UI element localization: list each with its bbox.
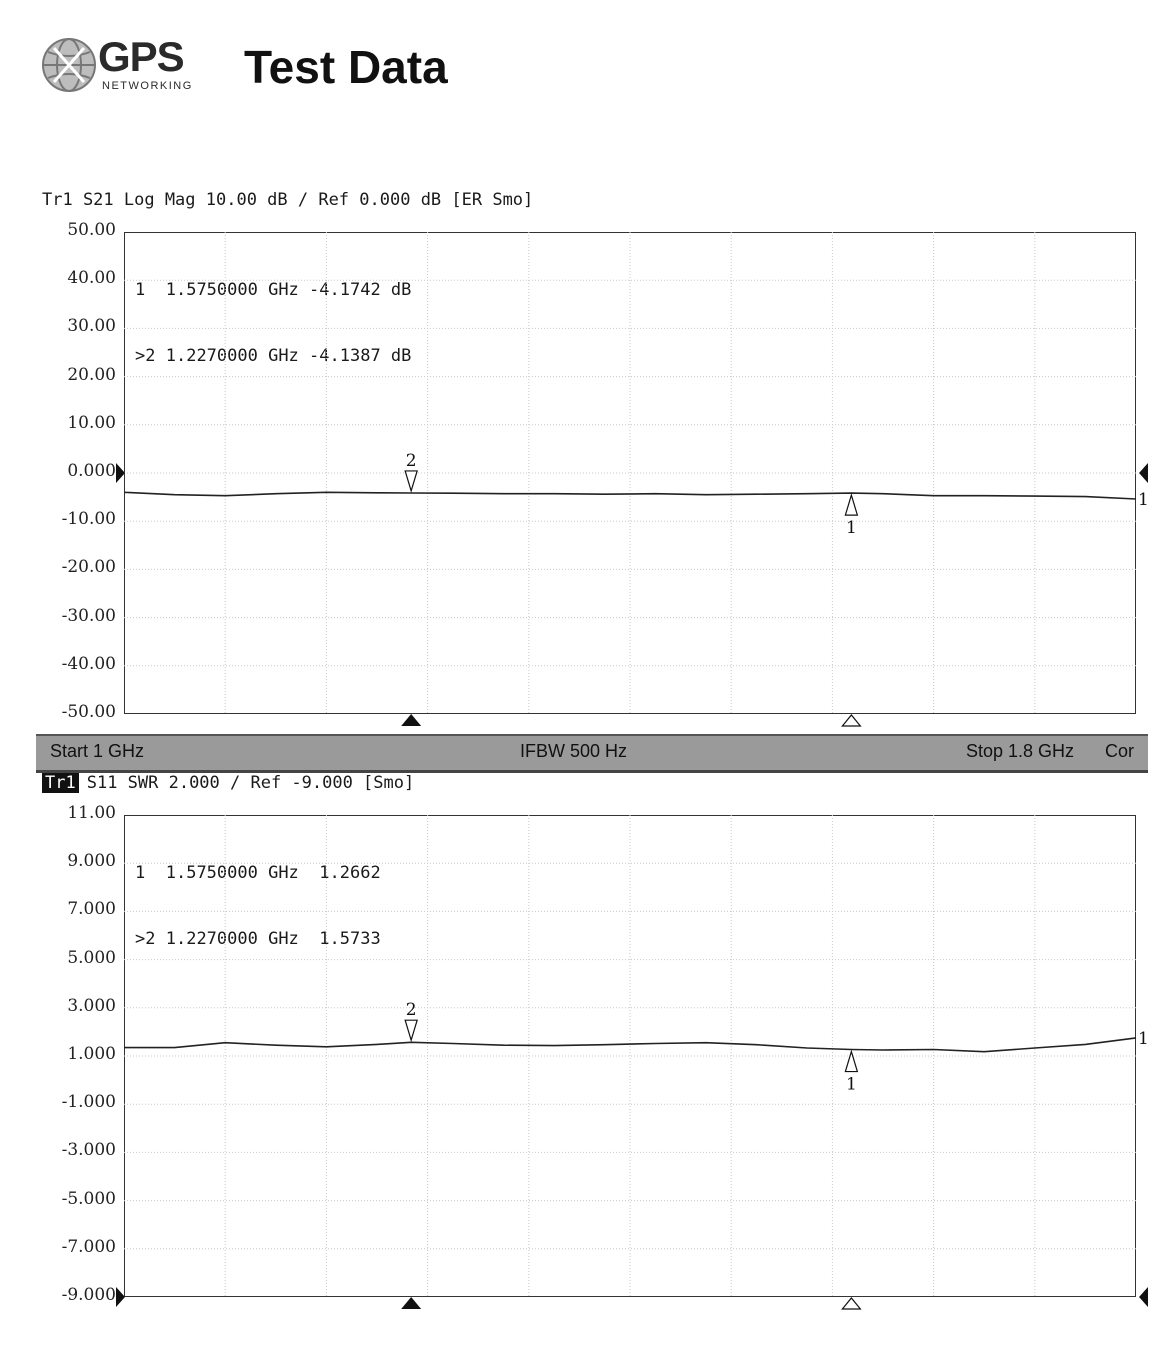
marker-2-triangle xyxy=(404,1019,418,1043)
y-tick-label: -50.00 xyxy=(61,702,116,722)
marker-row: >2 1.2270000 GHz 1.5733 xyxy=(135,928,381,950)
status-bar: Start 1 GHz IFBW 500 Hz Stop 1.8 GHz Cor xyxy=(36,734,1148,773)
correction-indicator: Cor xyxy=(1104,741,1134,761)
marker-row-value: -4.1387 dB xyxy=(309,346,412,366)
marker-row-freq: 1.5750000 GHz xyxy=(165,863,299,883)
marker-1-axis-pointer xyxy=(841,1297,862,1310)
trace-header-s11-text: S11 SWR 2.000 / Ref -9.000 [Smo] xyxy=(86,773,415,793)
marker-row-label: >2 xyxy=(135,346,156,366)
ref-level-right-arrow xyxy=(1139,1287,1148,1307)
marker-row-freq: 1.2270000 GHz xyxy=(165,929,299,949)
marker-row: 1 1.5750000 GHz 1.2662 xyxy=(135,862,381,884)
y-tick-label: 50.00 xyxy=(67,220,116,240)
trace-number-label: 1 xyxy=(1138,1029,1149,1049)
marker-row-label: 1 xyxy=(135,280,146,300)
marker-row-freq: 1.2270000 GHz xyxy=(165,346,299,366)
stop-frequency[interactable]: Stop 1.8 GHz xyxy=(965,741,1074,761)
marker-row: >2 1.2270000 GHz -4.1387 dB xyxy=(135,345,411,367)
y-tick-label: 10.00 xyxy=(67,412,116,433)
marker-1-triangle xyxy=(844,493,859,516)
ref-level-left-arrow xyxy=(116,1287,125,1307)
marker-2-triangle xyxy=(404,470,418,494)
globe-icon xyxy=(42,38,96,92)
plot-area-s11: 1 1.5750000 GHz 1.2662 >2 1.2270000 GHz … xyxy=(124,815,1136,1297)
marker-2-label: 2 xyxy=(406,451,417,471)
marker-row-label: 1 xyxy=(135,863,146,883)
ref-level-left-arrow xyxy=(116,463,125,483)
marker-2-axis-pointer xyxy=(401,1297,422,1309)
y-tick-label: -40.00 xyxy=(61,653,116,674)
y-tick-label: 3.000 xyxy=(67,995,116,1016)
marker-row-value: -4.1742 dB xyxy=(309,280,412,300)
marker-row: 1 1.5750000 GHz -4.1742 dB xyxy=(135,279,411,301)
trace-header-s21-text: Tr1 S21 Log Mag 10.00 dB / Ref 0.000 dB … xyxy=(42,190,534,210)
y-tick-label: 0.000 xyxy=(67,461,116,481)
y-tick-label: 30.00 xyxy=(67,316,116,337)
y-tick-label: 5.000 xyxy=(67,947,116,968)
y-tick-label: -30.00 xyxy=(61,605,116,626)
active-trace-label[interactable]: Tr1 xyxy=(42,773,79,793)
y-tick-label: 40.00 xyxy=(67,268,116,289)
y-tick-label: -10.00 xyxy=(61,509,116,530)
company-logo: GPS NETWORKING xyxy=(40,30,210,100)
start-frequency[interactable]: Start 1 GHz xyxy=(50,741,145,761)
marker-1-triangle xyxy=(844,1049,859,1073)
marker-1-label: 1 xyxy=(846,518,857,538)
ifbw-setting[interactable]: IFBW 500 Hz xyxy=(520,741,628,761)
y-tick-label: -9.000 xyxy=(61,1285,116,1305)
ref-level-right-arrow xyxy=(1139,463,1148,483)
trace-header-s11: Tr1 S11 SWR 2.000 / Ref -9.000 [Smo] xyxy=(42,773,414,793)
y-tick-label: 11.00 xyxy=(67,803,116,823)
trace-line-s21 xyxy=(123,491,1137,500)
y-tick-label: -3.000 xyxy=(61,1140,116,1161)
page-title: Test Data xyxy=(244,41,448,93)
y-tick-label: 20.00 xyxy=(67,364,116,385)
logo-wordmark: GPS xyxy=(98,33,185,80)
marker-row-label: >2 xyxy=(135,929,156,949)
trace-header-s21: Tr1 S21 Log Mag 10.00 dB / Ref 0.000 dB … xyxy=(42,190,533,210)
logo-subtitle: NETWORKING xyxy=(102,80,193,92)
y-tick-label: -1.000 xyxy=(61,1092,116,1113)
marker-row-value: 1.2662 xyxy=(319,863,381,883)
y-tick-label: 7.000 xyxy=(67,899,116,920)
marker-row-freq: 1.5750000 GHz xyxy=(165,280,299,300)
marker-table-s21: 1 1.5750000 GHz -4.1742 dB >2 1.2270000 … xyxy=(135,235,416,411)
marker-1-label: 1 xyxy=(846,1075,857,1095)
y-tick-label: -5.000 xyxy=(61,1188,116,1209)
trace-line-s11 xyxy=(124,1037,1137,1053)
y-tick-label: 9.000 xyxy=(67,851,116,872)
y-tick-label: -7.000 xyxy=(61,1236,116,1257)
marker-1-axis-pointer xyxy=(841,714,862,727)
trace-number-label: 1 xyxy=(1138,490,1149,510)
marker-row-value: 1.5733 xyxy=(319,929,381,949)
y-tick-label: 1.000 xyxy=(67,1044,116,1064)
marker-2-axis-pointer xyxy=(401,714,422,726)
marker-2-label: 2 xyxy=(406,1000,417,1020)
marker-table-s11: 1 1.5750000 GHz 1.2662 >2 1.2270000 GHz … xyxy=(135,818,385,994)
y-tick-label: -20.00 xyxy=(61,557,116,578)
